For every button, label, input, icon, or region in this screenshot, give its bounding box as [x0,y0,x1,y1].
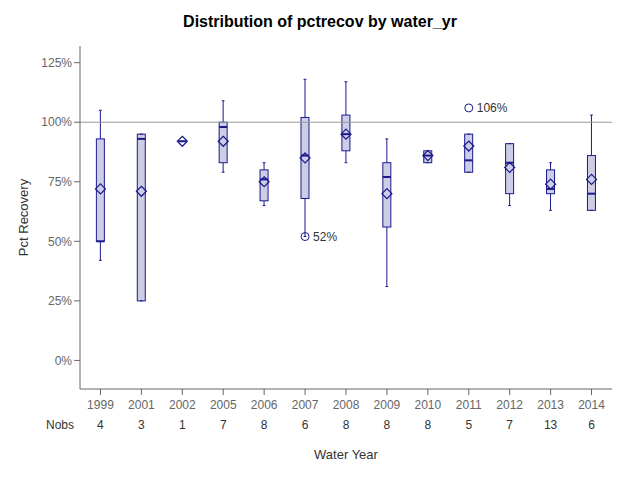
svg-text:52%: 52% [313,230,337,244]
svg-text:2009: 2009 [374,398,401,412]
svg-text:25%: 25% [48,294,72,308]
svg-text:2007: 2007 [292,398,319,412]
svg-text:2008: 2008 [333,398,360,412]
svg-text:6: 6 [302,418,309,432]
svg-text:8: 8 [425,418,432,432]
html-text:Distribution of pctrecov by wa: Distribution of pctrecov by water_yr [183,13,457,30]
svg-text:0%: 0% [55,354,73,368]
svg-text:50%: 50% [48,235,72,249]
svg-text:7: 7 [506,418,513,432]
svg-text:2005: 2005 [210,398,237,412]
svg-text:7: 7 [220,418,227,432]
svg-text:8: 8 [384,418,391,432]
svg-text:2010: 2010 [414,398,441,412]
svg-text:2006: 2006 [251,398,278,412]
svg-text:8: 8 [261,418,268,432]
svg-text:Pct Recovery: Pct Recovery [16,178,31,256]
svg-text:1999: 1999 [87,398,114,412]
svg-text:2013: 2013 [537,398,564,412]
svg-text:75%: 75% [48,175,72,189]
svg-text:125%: 125% [41,56,72,70]
svg-text:Water Year: Water Year [314,447,379,462]
svg-text:2014: 2014 [578,398,605,412]
svg-text:8: 8 [343,418,350,432]
svg-text:6: 6 [588,418,595,432]
svg-text:3: 3 [138,418,145,432]
svg-text:106%: 106% [477,101,508,115]
svg-text:Nobs: Nobs [46,418,74,432]
svg-text:1: 1 [179,418,186,432]
svg-text:13: 13 [544,418,558,432]
svg-text:4: 4 [97,418,104,432]
svg-text:5: 5 [465,418,472,432]
svg-text:2002: 2002 [169,398,196,412]
svg-text:2012: 2012 [496,398,523,412]
svg-text:2001: 2001 [128,398,155,412]
svg-text:100%: 100% [41,115,72,129]
svg-text:2011: 2011 [456,398,482,412]
